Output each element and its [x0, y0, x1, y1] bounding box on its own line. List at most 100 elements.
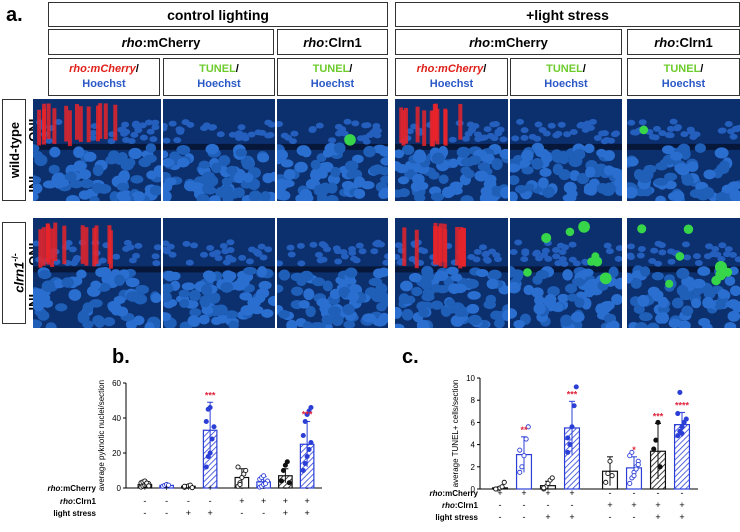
data-point [243, 467, 249, 474]
subheader-italic: rho [303, 34, 325, 50]
nucleus [278, 309, 290, 319]
nucleus [558, 248, 567, 255]
nucleus [118, 170, 130, 183]
nucleus [471, 122, 480, 129]
nucleus [266, 132, 275, 139]
mcherry-rod [37, 109, 42, 146]
mcherry-rod [402, 227, 407, 266]
row-label-wild-type: wild-type [2, 99, 26, 201]
nucleus [287, 251, 296, 258]
nucleus [395, 164, 409, 174]
nucleus [400, 280, 413, 292]
nucleus [201, 171, 216, 183]
condition-sign: + [304, 508, 309, 518]
nucleus [671, 297, 684, 309]
nucleus [408, 272, 422, 283]
header-stress-text: +light stress [526, 6, 609, 23]
nucleus [130, 131, 139, 138]
nucleus [528, 133, 537, 140]
mcherry-rod [45, 223, 50, 263]
nucleus [127, 138, 136, 145]
nucleus [395, 254, 401, 261]
condition-sign: - [143, 496, 146, 506]
nucleus [570, 311, 585, 323]
nucleus [680, 131, 689, 138]
data-point [499, 484, 505, 490]
nucleus [541, 247, 550, 254]
nucleus [241, 158, 255, 170]
nucleus [445, 266, 459, 275]
nucleus [261, 309, 274, 318]
nucleus [379, 146, 388, 157]
nucleus [309, 241, 318, 248]
nucleus [286, 244, 295, 251]
stain-label-2: TUNEL/Hoechst [163, 58, 275, 96]
nucleus [531, 287, 544, 298]
data-point [627, 480, 633, 486]
nucleus [478, 244, 487, 251]
stain-line-1: TUNEL/ [664, 62, 704, 77]
nucleus [441, 186, 455, 199]
nucleus [705, 243, 714, 250]
condition-sign: + [497, 488, 502, 498]
y-tick-label: 6 [471, 418, 476, 427]
nucleus [34, 154, 48, 167]
nucleus [260, 191, 271, 201]
nucleus [483, 257, 492, 264]
nucleus [221, 248, 230, 255]
condition-sign: + [239, 496, 244, 506]
data-point [679, 430, 685, 437]
row-label-wild-type-text: wild-type [7, 121, 22, 179]
mcherry-rod [458, 103, 463, 140]
nucleus [277, 260, 284, 267]
nucleus [33, 321, 41, 328]
condition-row-label: rho:mCherry [48, 484, 97, 493]
nucleus [460, 195, 474, 201]
nucleus [614, 177, 622, 189]
nucleus [567, 293, 579, 302]
stain-line-1: rho:mCherry/ [417, 62, 487, 77]
nucleus [314, 251, 323, 258]
nucleus [190, 242, 199, 249]
nucleus [692, 131, 701, 138]
nucleus [510, 308, 518, 319]
tunel-positive-cell [592, 256, 603, 267]
nucleus [689, 188, 703, 199]
nucleus [33, 182, 43, 194]
nucleus [183, 180, 197, 192]
mcherry-rod [94, 225, 99, 264]
nucleus [510, 191, 518, 201]
condition-sign: + [283, 508, 288, 518]
nucleus [430, 300, 444, 310]
nucleus [219, 243, 228, 250]
nucleus [33, 144, 40, 153]
stain-label-4: rho:mCherry/Hoechst [395, 58, 508, 96]
nucleus [448, 136, 457, 143]
nucleus [239, 292, 253, 301]
nucleus [668, 318, 682, 328]
nucleus [535, 148, 549, 158]
nucleus [627, 156, 639, 167]
nucleus [131, 121, 140, 128]
nucleus [175, 126, 184, 133]
micrograph-tile [277, 218, 388, 328]
stain-hoechst: Hoechst [310, 78, 355, 90]
nucleus [116, 182, 130, 192]
nucleus [554, 130, 563, 137]
nucleus [223, 273, 235, 283]
nucleus [298, 300, 310, 309]
nucleus [181, 119, 190, 126]
tunel-positive-cell [639, 125, 649, 135]
nucleus [562, 269, 573, 281]
y-tick-label: 20 [112, 449, 121, 458]
nucleus [329, 288, 341, 300]
nucleus [468, 155, 482, 165]
nucleus [520, 256, 529, 263]
nucleus [269, 171, 275, 182]
nucleus [254, 249, 263, 256]
nucleus [33, 192, 39, 201]
nucleus [420, 278, 432, 291]
nucleus [568, 241, 577, 248]
nucleus [163, 283, 174, 294]
nucleus [520, 127, 529, 134]
